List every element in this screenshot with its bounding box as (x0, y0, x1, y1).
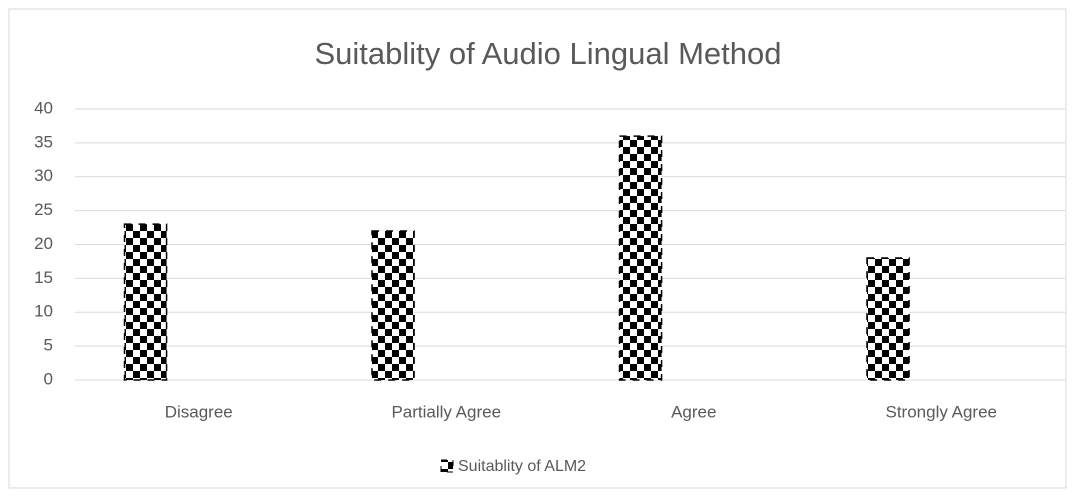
x-tick-label: Strongly Agree (885, 402, 997, 421)
y-tick-label: 40 (34, 98, 53, 117)
y-tick-label: 15 (34, 268, 53, 287)
x-tick-label: Disagree (165, 402, 233, 421)
y-tick-label: 10 (34, 302, 53, 321)
legend-label: Suitablity of ALM2 (458, 458, 586, 475)
y-tick-label: 35 (34, 132, 53, 151)
x-tick-label: Agree (671, 402, 716, 421)
bar (618, 135, 663, 381)
y-tick-label: 0 (44, 369, 53, 388)
bar (866, 257, 910, 381)
bar (123, 223, 168, 381)
y-tick-label: 30 (34, 166, 53, 185)
legend-swatch (440, 459, 454, 473)
x-tick-label: Partially Agree (391, 402, 501, 421)
y-tick-label: 20 (34, 234, 53, 253)
chart-border (8, 8, 1067, 489)
y-tick-label: 25 (34, 200, 53, 219)
y-tick-label: 5 (44, 336, 53, 355)
chart-title: Suitablity of Audio Lingual Method (314, 36, 781, 71)
bar (371, 230, 415, 381)
